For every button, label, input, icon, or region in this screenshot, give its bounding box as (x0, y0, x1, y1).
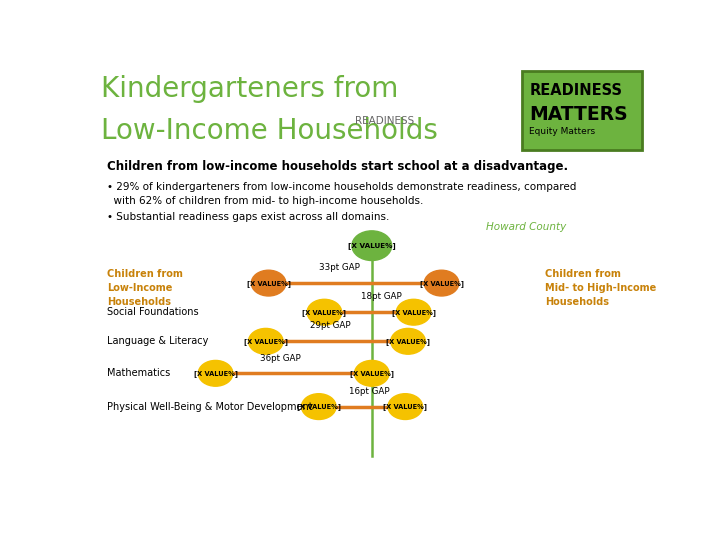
Text: Children from
Mid- to High-Income
Households: Children from Mid- to High-Income Househ… (545, 269, 656, 307)
Text: Social Foundations: Social Foundations (107, 307, 199, 317)
Circle shape (396, 299, 431, 325)
Text: [X VALUE%]: [X VALUE%] (297, 403, 341, 410)
Text: Children from low-income households start school at a disadvantage.: Children from low-income households star… (107, 160, 568, 173)
Circle shape (248, 328, 283, 354)
Text: • Substantial readiness gaps exist across all domains.: • Substantial readiness gaps exist acros… (107, 212, 389, 222)
Text: [X VALUE%]: [X VALUE%] (244, 338, 288, 345)
Text: [X VALUE%]: [X VALUE%] (386, 338, 430, 345)
Text: 29pt GAP: 29pt GAP (310, 321, 351, 330)
Text: Howard County: Howard County (486, 222, 567, 232)
Text: • 29% of kindergarteners from low-income households demonstrate readiness, compa: • 29% of kindergarteners from low-income… (107, 182, 576, 206)
Text: [X VALUE%]: [X VALUE%] (302, 309, 346, 316)
Circle shape (198, 360, 233, 386)
Text: Mathematics: Mathematics (107, 368, 170, 379)
Circle shape (251, 270, 286, 296)
Text: Equity Matters: Equity Matters (529, 127, 595, 136)
Text: 36pt GAP: 36pt GAP (260, 354, 301, 362)
FancyBboxPatch shape (523, 71, 642, 150)
Circle shape (424, 270, 459, 296)
Text: Kindergarteners from: Kindergarteners from (101, 75, 399, 103)
Text: Children from
Low-Income
Households: Children from Low-Income Households (107, 269, 183, 307)
Circle shape (391, 328, 426, 354)
Circle shape (307, 299, 342, 325)
Text: READINESS: READINESS (529, 83, 622, 98)
Text: READINESS: READINESS (355, 116, 414, 126)
Text: [X VALUE%]: [X VALUE%] (392, 309, 436, 316)
Text: Language & Literacy: Language & Literacy (107, 336, 208, 346)
Text: Physical Well-Being & Motor Development: Physical Well-Being & Motor Development (107, 402, 312, 411)
Circle shape (302, 394, 336, 420)
Text: 16pt GAP: 16pt GAP (349, 387, 390, 396)
Text: [X VALUE%]: [X VALUE%] (420, 280, 464, 287)
Text: [X VALUE%]: [X VALUE%] (348, 242, 396, 249)
Text: [X VALUE%]: [X VALUE%] (383, 403, 427, 410)
Text: [X VALUE%]: [X VALUE%] (246, 280, 291, 287)
Circle shape (352, 231, 392, 260)
Text: 18pt GAP: 18pt GAP (361, 292, 401, 301)
Text: MATTERS: MATTERS (529, 105, 628, 124)
Circle shape (388, 394, 423, 420)
Text: 33pt GAP: 33pt GAP (319, 264, 360, 272)
Text: [X VALUE%]: [X VALUE%] (194, 370, 238, 377)
Circle shape (354, 360, 389, 386)
Text: [X VALUE%]: [X VALUE%] (350, 370, 394, 377)
Text: Low-Income Households: Low-Income Households (101, 117, 438, 145)
